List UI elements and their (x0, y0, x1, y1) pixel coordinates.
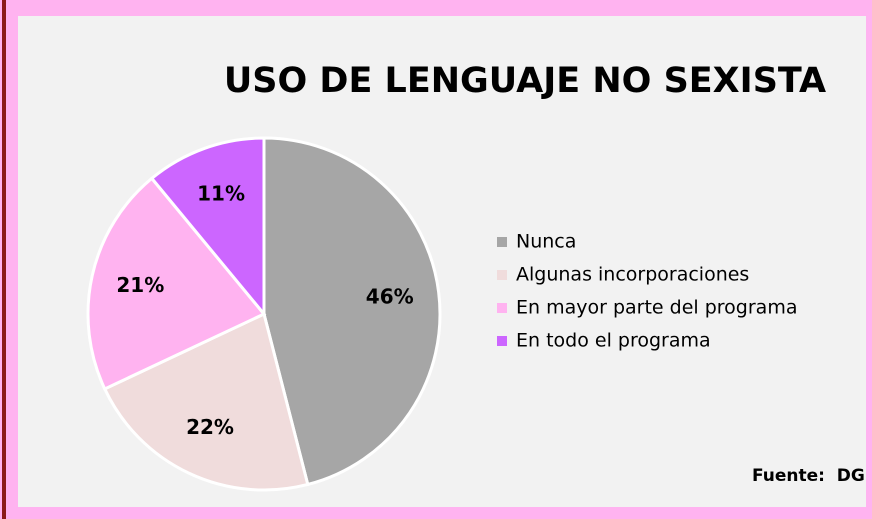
legend-label: Nunca (516, 231, 576, 253)
pie-slice (102, 311, 310, 492)
data-label: 11% (197, 181, 245, 205)
pie-slice (149, 136, 266, 319)
legend-label: En todo el programa (516, 330, 711, 352)
legend-label: Algunas incorporaciones (516, 264, 749, 286)
data-label: 22% (186, 415, 234, 439)
data-label: 46% (366, 285, 414, 309)
data-label: 21% (116, 273, 164, 297)
legend-label: En mayor parte del programa (516, 297, 797, 319)
legend-swatch (497, 270, 507, 280)
legend-swatch (497, 303, 507, 313)
chart-title: USO DE LENGUAJE NO SEXISTA (224, 61, 826, 101)
frame-edge (2, 0, 6, 519)
pie-slice (262, 136, 442, 487)
legend-swatch (497, 336, 507, 346)
pie-slice (86, 176, 267, 391)
source-note: Fuente: DG (752, 466, 865, 486)
legend-swatch (497, 237, 507, 247)
